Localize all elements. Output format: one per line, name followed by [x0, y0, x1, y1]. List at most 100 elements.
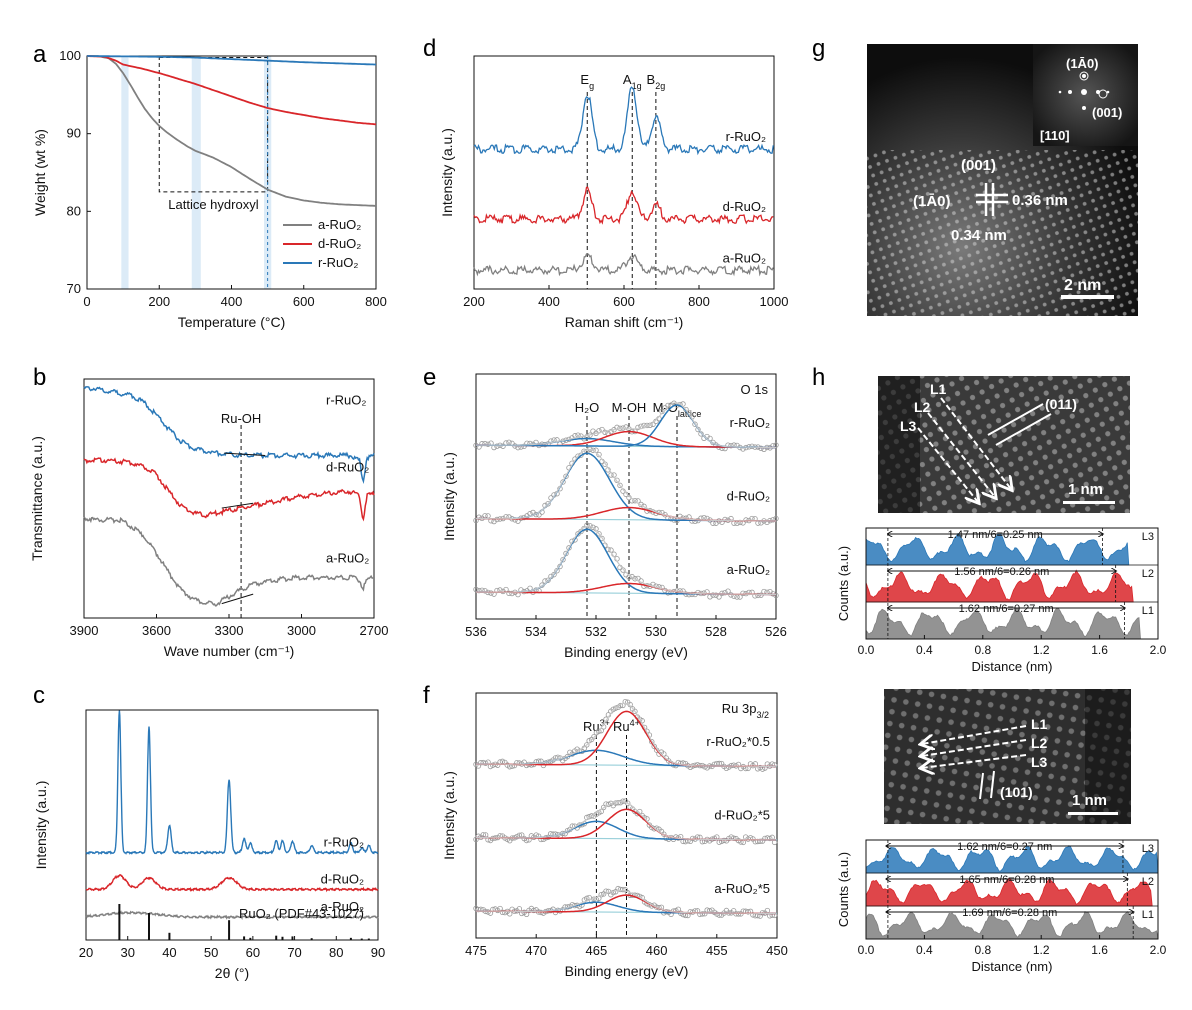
raw-data-point — [506, 439, 512, 446]
h-top-scale-label: 1 nm — [1068, 481, 1103, 498]
panel-g: (1Ā0) (001) [110] (001) (1Ā0) 0.36 nm 0.… — [867, 44, 1138, 316]
raw-data-point — [531, 907, 537, 914]
x-tick-label: 600 — [293, 294, 315, 309]
raw-data-point — [740, 590, 746, 596]
series-label: a-RuO₂ — [321, 899, 364, 914]
x-tick-label: 30 — [120, 945, 134, 960]
x-tick-label: 70 — [287, 945, 301, 960]
g-lattice-marks — [976, 183, 1008, 216]
raw-data-point — [758, 592, 764, 598]
x-tick-label: 460 — [646, 943, 668, 958]
peak-label: B2g — [647, 72, 666, 91]
h-top-L1: L1 — [930, 381, 947, 397]
raw-data-point — [749, 443, 755, 450]
fit-envelope — [475, 800, 776, 841]
x-axis-label: 2θ (°) — [215, 965, 249, 981]
raw-data-point — [521, 443, 527, 450]
fit-component — [475, 452, 776, 522]
fit-envelope — [475, 448, 776, 522]
series-label: d-RuO₂ — [723, 199, 766, 214]
raw-data-point — [602, 461, 608, 467]
raw-data-point — [745, 909, 751, 915]
x-tick-label: 455 — [706, 943, 728, 958]
x-tick-label: 0.8 — [974, 943, 991, 957]
x-tick-label: 0 — [83, 294, 90, 309]
raw-data-point — [560, 556, 566, 563]
y-tick-label: 90 — [67, 126, 81, 141]
g-spacing-034: 0.34 nm — [951, 227, 1007, 244]
raw-data-point — [584, 522, 590, 528]
x-tick-label: 2700 — [360, 623, 389, 638]
y-tick-label: 80 — [67, 203, 81, 218]
y-tick-label: 70 — [67, 281, 81, 296]
x-tick-label: 800 — [688, 294, 710, 309]
series-line-a — [473, 252, 774, 277]
legend-label: r-RuO₂ — [318, 255, 358, 270]
x-tick-label: 0.8 — [974, 643, 991, 657]
x-tick-label: 3000 — [287, 623, 316, 638]
x-tick-label: 470 — [525, 943, 547, 958]
raw-data-point — [591, 733, 597, 740]
x-tick-label: 534 — [525, 624, 547, 639]
raw-data-point — [596, 728, 602, 735]
panel-label-b: b — [33, 364, 46, 391]
x-tick-label: 475 — [465, 943, 487, 958]
h-bottom-L2: L2 — [1031, 735, 1048, 751]
fit-envelope — [475, 702, 776, 768]
raw-data-point — [761, 588, 767, 595]
raw-data-point — [755, 592, 761, 599]
raw-data-point — [758, 445, 764, 452]
raw-data-point — [632, 497, 638, 504]
raw-data-point — [632, 576, 638, 582]
h-top-plane: (011) — [1045, 396, 1077, 412]
y-axis-label: Counts (a.u.) — [836, 546, 851, 621]
x-axis-label: Wave number (cm⁻¹) — [164, 643, 295, 659]
chart-f: 475 470 465 460 455 450 Binding energy (eV) Int… — [441, 692, 788, 979]
series-label: d-RuO₂*5 — [714, 807, 770, 822]
plot-layer: 0 200 400 600 800 70 80 90 100 Temperature (°C) We… — [29, 48, 1167, 981]
baseline-tangent — [224, 452, 266, 456]
series-label: r-RuO₂ — [324, 835, 364, 850]
x-axis-label: Distance (nm) — [972, 659, 1053, 674]
h-bottom-L3: L3 — [1031, 754, 1048, 770]
raw-data-point — [488, 590, 494, 596]
y-axis-label: Intensity (a.u.) — [439, 128, 455, 217]
series-line-a — [87, 55, 377, 207]
raw-data-point — [551, 571, 557, 578]
raw-data-point — [713, 592, 719, 598]
h-bottom-scale-bar — [1068, 812, 1118, 815]
x-tick-label: 400 — [221, 294, 243, 309]
raw-data-point — [485, 441, 491, 447]
chart-a: 0 200 400 600 800 70 80 90 100 Temperature (°C) We… — [32, 48, 387, 330]
series-label: a-RuO₂*5 — [714, 881, 770, 896]
series-label: r-RuO₂ — [730, 415, 770, 430]
x-tick-label: 1000 — [760, 294, 789, 309]
panel-label-a: a — [33, 41, 47, 68]
profile-name: L1 — [1142, 909, 1154, 921]
highlight-band — [121, 56, 129, 289]
fit-component — [475, 506, 776, 522]
peak-label: Ru4+ — [613, 718, 640, 734]
raw-data-point — [485, 513, 491, 519]
annotation-ru-oh: Ru-OH — [221, 411, 261, 426]
x-tick-label: 2.0 — [1150, 643, 1167, 657]
series-line-r — [473, 86, 774, 156]
raw-data-point — [649, 739, 655, 745]
fft-label-3: [110] — [1040, 128, 1070, 143]
raw-data-point — [509, 590, 515, 597]
x-tick-label: 0.4 — [916, 943, 933, 957]
y-axis-label: Counts (a.u.) — [836, 852, 851, 927]
fit-envelope — [475, 525, 776, 596]
chart-c: 20 30 40 50 60 70 80 90 2θ (°) Intensity (a.u.) r-… — [33, 709, 385, 981]
x-axis-label: Binding energy (eV) — [565, 963, 689, 979]
x-tick-label: 532 — [585, 624, 607, 639]
panel-label-e: e — [423, 364, 436, 391]
y-tick-label: 100 — [59, 48, 81, 63]
plot-frame — [475, 373, 777, 620]
plot-frame — [865, 527, 1159, 640]
series-line-a — [85, 910, 379, 921]
raw-data-point — [482, 440, 488, 447]
raw-data-point — [599, 535, 605, 542]
raw-data-point — [482, 588, 488, 594]
raw-data-point — [620, 425, 626, 431]
